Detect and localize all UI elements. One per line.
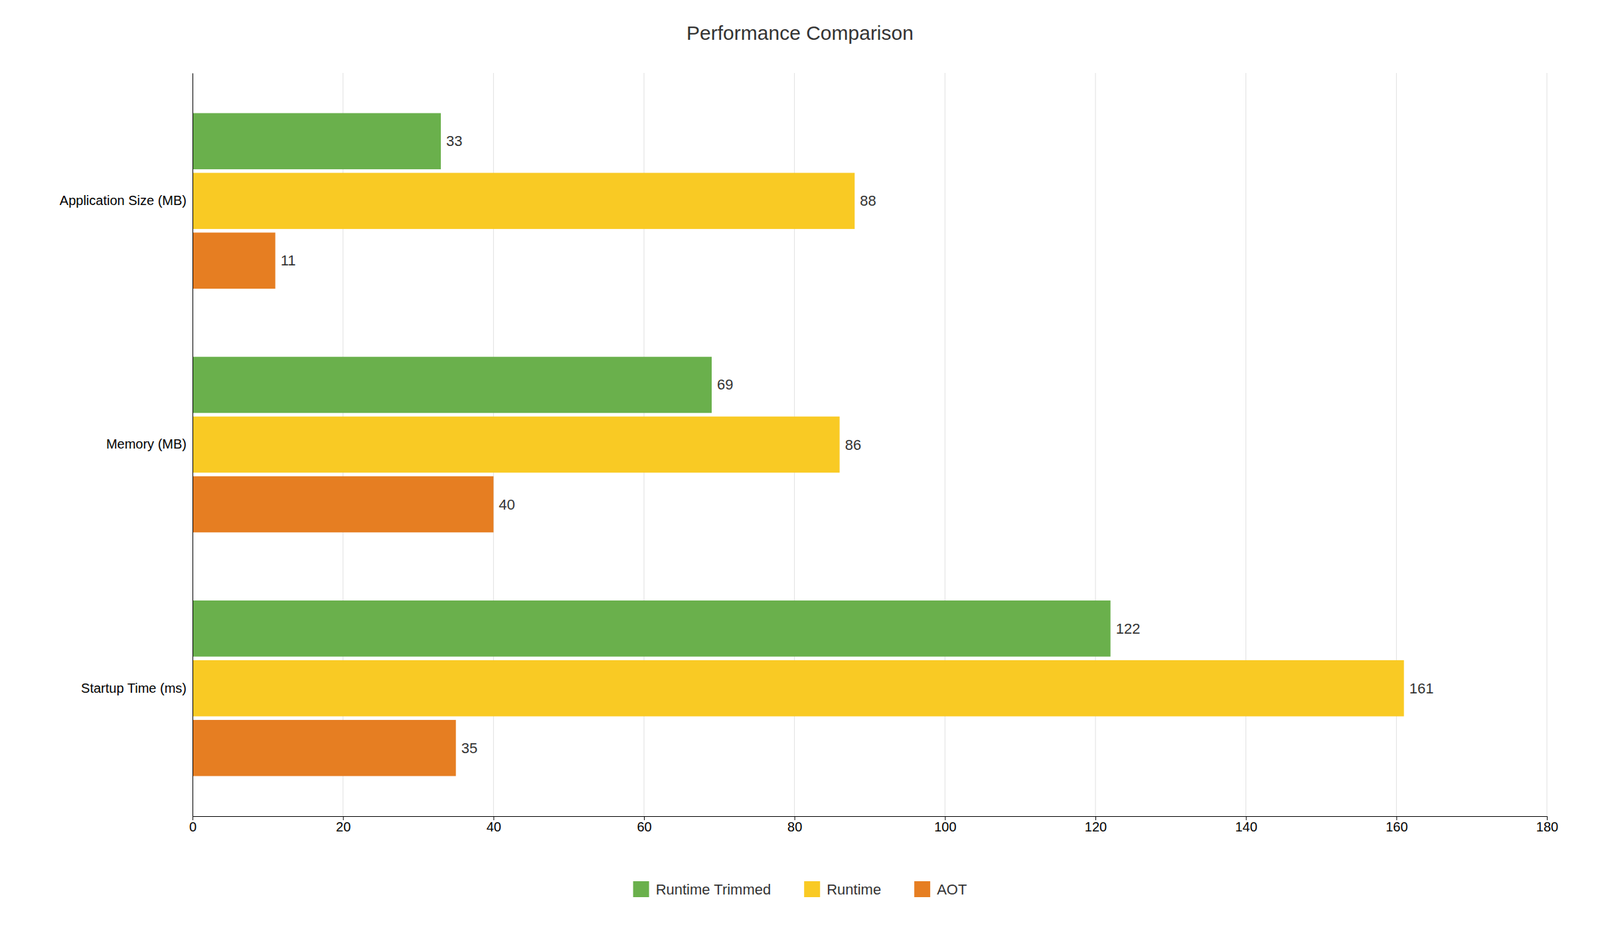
grid: [192, 73, 1547, 817]
legend-item: AOT: [914, 881, 967, 899]
grid-line: [1546, 73, 1548, 817]
data-label: 40: [498, 496, 515, 514]
data-label: 33: [446, 132, 463, 150]
tick-label: 100: [934, 819, 957, 835]
data-label: 122: [1116, 620, 1141, 638]
bar: [192, 232, 276, 289]
data-label: 88: [859, 192, 876, 210]
y-axis: Application Size (MB) Memory (MB) Startup …: [59, 73, 194, 818]
tick-label: 40: [486, 819, 502, 835]
data-labels: 33 69 122 88 86 161 11 40 35: [280, 132, 1435, 757]
bar: [192, 172, 855, 230]
data-label: 161: [1409, 680, 1435, 698]
legend-label: Runtime Trimmed: [655, 881, 772, 899]
bar: [192, 600, 1111, 658]
tick-label: 180: [1536, 819, 1559, 835]
data-label: 69: [717, 376, 733, 394]
tick: 120: [1084, 816, 1107, 835]
legend-swatch: [803, 881, 820, 898]
tick: 80: [787, 816, 802, 835]
legend-item: Runtime: [803, 881, 881, 899]
data-label: 86: [845, 436, 862, 454]
legend-item: Runtime Trimmed: [633, 881, 772, 899]
legend-label: AOT: [936, 881, 967, 899]
bar: [192, 660, 1405, 718]
data-label: 11: [280, 252, 297, 269]
tick-label: 120: [1084, 819, 1107, 835]
bar: [192, 357, 712, 414]
legend-swatch: [633, 881, 650, 898]
tick-label: 140: [1234, 819, 1257, 835]
title: Performance Comparison: [686, 21, 914, 44]
tick-label: Memory (MB): [106, 436, 187, 452]
tick: 140: [1234, 816, 1257, 835]
tick-label: 60: [636, 819, 652, 835]
bar: [192, 476, 494, 534]
tick-label: Application Size (MB): [59, 193, 187, 208]
tick: 20: [335, 816, 351, 835]
legend: Runtime Trimmed Runtime AOT: [633, 881, 968, 899]
tick-label: 160: [1385, 819, 1408, 835]
grid-line: [192, 73, 194, 817]
axis-line: [193, 817, 1548, 822]
plot: 33 69 122 88 86 161 11 40 35 0 20 40 60 80 100 120 140 16…: [59, 73, 1559, 835]
bars: [192, 112, 1405, 777]
tick: Startup Time (ms): [80, 681, 187, 696]
legend-label: Runtime: [826, 881, 881, 899]
tick-label: 80: [787, 819, 802, 835]
tick: 160: [1385, 816, 1408, 835]
tick-label: 0: [189, 819, 197, 835]
data-label: 35: [461, 740, 478, 757]
tick: 0: [189, 816, 197, 835]
bar: [192, 112, 441, 170]
tick-label: Startup Time (ms): [80, 681, 187, 696]
tick-label: 20: [335, 819, 351, 835]
axis-line: [192, 73, 194, 818]
tick: Application Size (MB): [59, 193, 187, 208]
tick: 60: [636, 816, 652, 835]
tick: 180: [1536, 816, 1559, 835]
bar: [192, 720, 457, 777]
x-axis: 0 20 40 60 80 100 120 140 160 180: [189, 816, 1559, 835]
tick: 100: [934, 816, 957, 835]
bar: [192, 416, 840, 474]
tick: Memory (MB): [106, 436, 187, 452]
tick: 40: [486, 816, 502, 835]
chart: 33 69 122 88 86 161 11 40 35 0 20 40 60 80 100 120 140 16…: [0, 0, 1600, 929]
legend-swatch: [914, 881, 931, 898]
